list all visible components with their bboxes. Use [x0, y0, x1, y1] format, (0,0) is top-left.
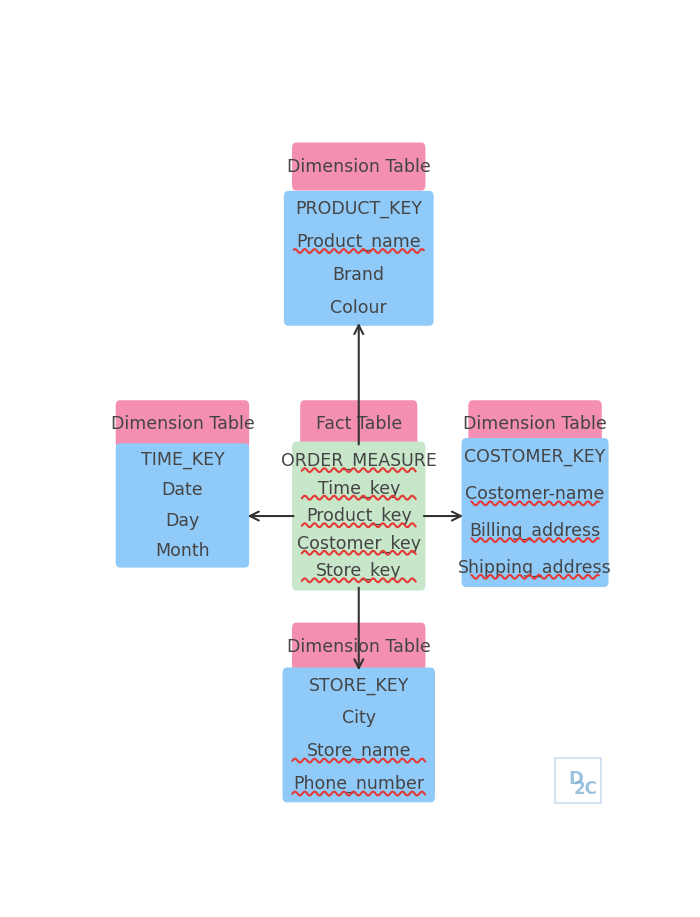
FancyBboxPatch shape — [116, 443, 249, 568]
FancyBboxPatch shape — [292, 442, 426, 591]
FancyBboxPatch shape — [283, 668, 435, 802]
FancyBboxPatch shape — [292, 142, 426, 191]
Text: Dimension Table: Dimension Table — [111, 415, 254, 433]
Text: Dimension Table: Dimension Table — [287, 637, 430, 656]
FancyBboxPatch shape — [284, 191, 433, 326]
Text: Product_key: Product_key — [306, 507, 412, 525]
FancyBboxPatch shape — [300, 400, 417, 448]
Text: Time_key: Time_key — [318, 480, 400, 498]
Text: COSTOMER_KEY: COSTOMER_KEY — [464, 448, 606, 467]
Text: Store_name: Store_name — [307, 743, 411, 760]
Text: TIME_KEY: TIME_KEY — [141, 451, 224, 470]
FancyBboxPatch shape — [468, 400, 602, 448]
Text: Costomer_key: Costomer_key — [297, 535, 421, 553]
FancyBboxPatch shape — [461, 438, 608, 587]
FancyBboxPatch shape — [116, 400, 249, 448]
Text: Day: Day — [165, 512, 199, 529]
FancyBboxPatch shape — [292, 623, 426, 670]
Text: Costomer-name: Costomer-name — [466, 485, 605, 503]
Text: STORE_KEY: STORE_KEY — [309, 677, 409, 694]
Text: City: City — [342, 710, 376, 727]
Text: Date: Date — [162, 481, 203, 500]
Text: Store_key: Store_key — [316, 562, 402, 580]
Text: Phone_number: Phone_number — [293, 775, 424, 793]
Text: Dimension Table: Dimension Table — [287, 158, 430, 175]
Text: Dimension Table: Dimension Table — [463, 415, 607, 433]
Text: 2C: 2C — [574, 780, 598, 799]
Text: Colour: Colour — [330, 299, 387, 316]
Text: Fact Table: Fact Table — [316, 415, 402, 433]
Text: Shipping_address: Shipping_address — [458, 558, 612, 577]
Text: D: D — [568, 770, 583, 789]
Text: Billing_address: Billing_address — [470, 522, 601, 540]
Text: PRODUCT_KEY: PRODUCT_KEY — [295, 200, 422, 218]
Text: Brand: Brand — [332, 266, 385, 283]
Text: Month: Month — [155, 542, 210, 559]
Text: Product_name: Product_name — [296, 233, 421, 251]
Text: ORDER_MEASURE: ORDER_MEASURE — [281, 452, 437, 470]
